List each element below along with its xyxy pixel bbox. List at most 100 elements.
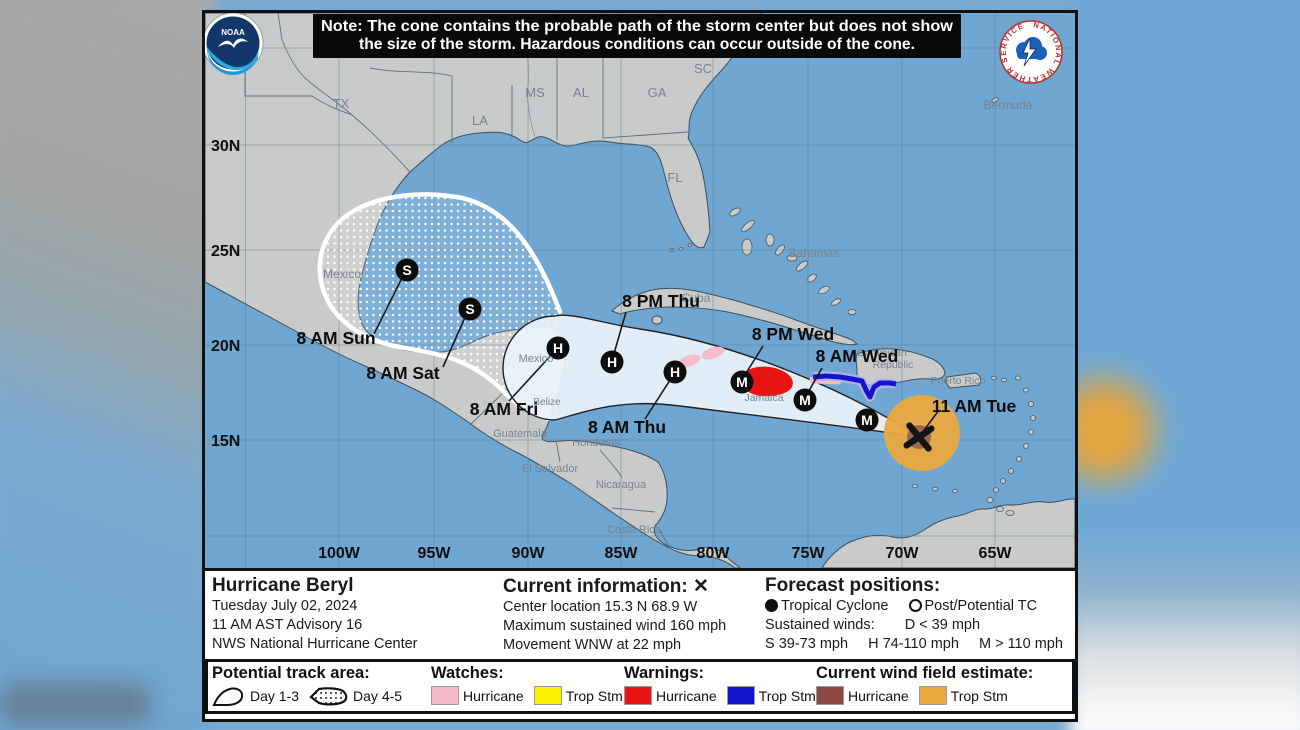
noaa-logo-text: NOAA — [221, 28, 245, 37]
place-label: SC — [694, 61, 712, 76]
center-location: Center location 15.3 N 68.9 W — [503, 599, 698, 615]
day45-cone-icon — [309, 687, 348, 706]
warnings-heading: Warnings: — [624, 664, 705, 682]
place-label: Puerto Rico — [931, 375, 986, 387]
wind-cat-h: H 74-110 mph — [868, 636, 959, 652]
forecast-position-marker — [793, 388, 817, 412]
marker-intensity-letter: S — [402, 262, 411, 278]
forecast-position-marker — [855, 408, 879, 432]
place-label: Bermuda — [984, 98, 1033, 112]
forecast-position-markers: S S H H H M M M — [395, 258, 879, 432]
info-bar: Hurricane Beryl Tuesday July 02, 2024 11… — [205, 568, 1075, 659]
movement: Movement WNW at 22 mph — [503, 637, 682, 653]
legend-wind-field: Current wind field estimate: Hurricane T… — [816, 664, 1033, 705]
storm-info-column: Hurricane Beryl Tuesday July 02, 2024 11… — [212, 575, 418, 654]
place-label: AL — [573, 85, 589, 100]
note-line-2: the size of the storm. Hazardous conditi… — [359, 36, 915, 53]
lat-lon-labels: 30N 25N 20N 15N 100W 95W 90W 85W 80W 75W 70W 65W — [211, 138, 1012, 562]
place-label: TX — [333, 96, 350, 111]
label-leader-line — [644, 376, 673, 420]
place-label: Costa Rica — [607, 524, 662, 536]
longitude-label: 95W — [418, 545, 452, 562]
day45-label: Day 4-5 — [353, 688, 403, 704]
marker-intensity-letter: S — [465, 301, 474, 317]
tropical-cyclone-dot-icon — [765, 599, 778, 612]
storm-agency: NWS National Hurricane Center — [212, 636, 418, 652]
hurricane-watch-swatch — [431, 686, 459, 705]
label-leader-line — [508, 351, 555, 402]
place-label: Mexico — [519, 353, 554, 365]
note-box: Note: The cone contains the probable pat… — [313, 14, 961, 58]
trop-storm-warning-swatch — [726, 686, 755, 705]
max-sustained-wind: Maximum sustained wind 160 mph — [503, 618, 727, 634]
current-info-heading: Current information: — [503, 576, 688, 597]
blurred-background-right — [1070, 0, 1300, 730]
forecast-time-label: 8 AM Fri — [470, 399, 538, 419]
forecast-time-label: 8 PM Wed — [752, 324, 834, 344]
latitude-label: 25N — [211, 243, 240, 260]
sustained-winds-label: Sustained winds: — [765, 617, 875, 633]
forecast-time-label: 11 AM Tue — [932, 396, 1017, 416]
storm-title: Hurricane Beryl — [212, 575, 354, 596]
marker-intensity-letter: M — [861, 412, 873, 428]
longitude-label: 90W — [512, 545, 546, 562]
place-label: Cuba — [682, 291, 711, 305]
forecast-time-labels: 8 AM Sun 8 AM Sat 8 AM Fri 8 AM Thu 8 PM Thu… — [296, 291, 1016, 437]
forecast-positions-heading: Forecast positions: — [765, 575, 941, 596]
place-label: Mexico — [323, 267, 361, 281]
forecast-time-label: 8 AM Sat — [366, 363, 439, 383]
marker-intensity-letter: H — [553, 340, 563, 356]
current-position-x-marker — [903, 422, 935, 452]
forecast-time-label: 8 AM Sun — [296, 328, 375, 348]
place-label: Republic — [873, 359, 914, 371]
current-position-x-glyph: ✕ — [693, 576, 709, 597]
storm-advisory: 11 AM AST Advisory 16 — [212, 617, 363, 633]
hurricane-warning-area — [740, 366, 793, 397]
cuba-island — [611, 287, 859, 346]
note-line-1: Note: The cone contains the probable pat… — [321, 18, 954, 35]
current-position-x — [903, 422, 935, 452]
forecast-time-label: 8 AM Thu — [588, 417, 666, 437]
day13-cone-icon — [212, 687, 244, 706]
marker-intensity-letter: M — [736, 374, 748, 390]
place-label: Bahamas — [789, 246, 840, 260]
trop-storm-warning-label: Trop Stm — [758, 687, 816, 704]
hurricane-warning-swatch — [624, 686, 652, 705]
forecast-position-marker — [395, 258, 419, 282]
wind-field-heading: Current wind field estimate: — [816, 664, 1034, 682]
hurricane-wind-swatch — [816, 686, 844, 705]
latitude-label: 20N — [211, 338, 240, 355]
trop-storm-wind-label: Trop Stm — [950, 687, 1008, 704]
wind-cat-d: D < 39 mph — [904, 617, 981, 633]
forecast-time-label: 8 PM Thu — [622, 291, 700, 311]
tropical-cyclone-label: Tropical Cyclone — [781, 598, 889, 614]
wind-cat-m: M > 110 mph — [978, 636, 1063, 652]
post-potential-tc-label: Post/Potential TC — [924, 598, 1038, 614]
place-label: MS — [525, 85, 545, 100]
nhc-forecast-graphic: S S H H H M M M TX LA MS AL GA SC FL Mexico Mexico Cuba B… — [202, 10, 1078, 722]
hurricane-wind-label: Hurricane — [848, 687, 909, 704]
place-label: GA — [648, 85, 667, 100]
forecast-position-marker — [730, 370, 754, 394]
place-label: Nicaragua — [596, 479, 647, 491]
track-area-heading: Potential track area: — [212, 664, 370, 682]
hurricane-track-map-svg: S S H H H M M M TX LA MS AL GA SC FL Mexico Mexico Cuba B… — [205, 13, 1075, 568]
place-label: Guatemala — [493, 428, 548, 440]
place-label: FL — [667, 170, 682, 185]
longitude-label: 80W — [697, 545, 731, 562]
cone-day-4-5 — [317, 192, 563, 422]
wind-cat-s: S 39-73 mph — [765, 636, 849, 652]
watches-heading: Watches: — [431, 664, 504, 682]
forecast-positions-column: Forecast positions: Tropical Cyclone Pos… — [765, 575, 1063, 654]
forecast-position-marker — [663, 360, 687, 384]
latitude-label: 15N — [211, 433, 240, 450]
place-label: Dominican — [857, 347, 907, 359]
place-label: Belize — [533, 397, 561, 408]
legend-watches: Watches: Hurricane Trop Stm — [431, 664, 623, 705]
place-label: LA — [472, 113, 488, 128]
storm-date: Tuesday July 02, 2024 — [212, 598, 358, 614]
place-label: Jamaica — [744, 392, 783, 404]
label-leader-line — [373, 273, 405, 335]
longitude-label: 75W — [792, 545, 826, 562]
